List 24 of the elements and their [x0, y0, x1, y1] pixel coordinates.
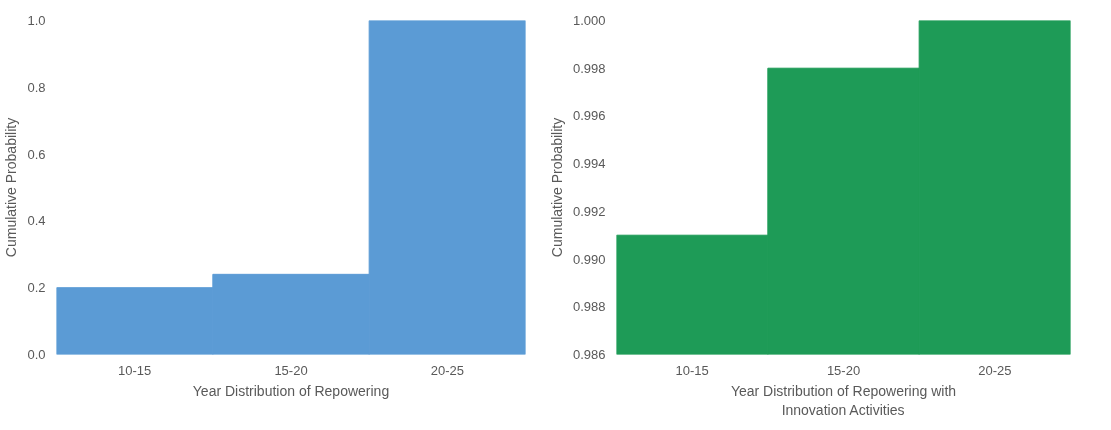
- x-axis-title: Year Distribution of Repowering with Innovation Activities: [730, 382, 957, 418]
- y-tick-label: 0.2: [27, 280, 46, 296]
- y-tick-label: 0.992: [572, 203, 606, 219]
- y-tick-label: 0.996: [572, 108, 606, 124]
- y-tick-label: 0.990: [572, 251, 606, 267]
- x-tick-label: 15-20: [274, 362, 308, 378]
- y-axis-title: Cumulative Probability: [548, 117, 565, 258]
- y-tick-label: 0.994: [572, 156, 606, 172]
- y-axis-title: Cumulative Probability: [3, 117, 20, 258]
- x-tick-label: 10-15: [118, 362, 152, 378]
- y-tick-label: 0.4: [27, 213, 46, 229]
- y-tick-label: 1.0: [27, 13, 46, 28]
- y-tick-label: 0.8: [27, 79, 46, 95]
- x-tick-label: 20-25: [430, 362, 464, 378]
- x-tick-label: 15-20: [826, 362, 861, 378]
- x-axis-title: Year Distribution of Repowering: [192, 382, 390, 399]
- x-tick-label: 20-25: [978, 362, 1012, 378]
- y-tick-label: 0.998: [572, 60, 606, 76]
- y-tick-label: 0.988: [572, 299, 606, 315]
- y-tick-label: 0.6: [27, 146, 46, 162]
- y-tick-label: 0.986: [572, 347, 606, 362]
- x-tick-label: 10-15: [675, 362, 709, 378]
- y-tick-label: 1.000: [572, 13, 606, 28]
- y-tick-label: 0.0: [27, 347, 46, 362]
